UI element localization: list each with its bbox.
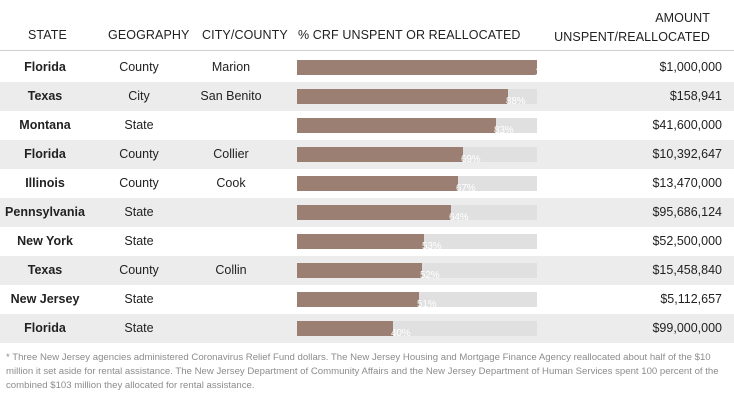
cell-geography: State bbox=[124, 292, 154, 306]
bar-value-label: 69% bbox=[461, 154, 481, 165]
table-row: Texas County Collin 52% $15,458,840 bbox=[0, 256, 734, 285]
cell-geography: State bbox=[124, 321, 154, 335]
bar-track: 52% bbox=[297, 263, 537, 281]
cell-amount: $5,112,657 bbox=[660, 292, 722, 306]
bar-value-label: 64% bbox=[449, 212, 469, 223]
cell-state: Texas bbox=[27, 89, 63, 103]
cell-state: New York bbox=[17, 234, 73, 248]
table-row: Pennsylvania State 64% $95,686,124 bbox=[0, 198, 734, 227]
cell-state: Florida bbox=[24, 321, 66, 335]
bar-track: 69% bbox=[297, 147, 537, 165]
bar-fill bbox=[297, 321, 393, 336]
bar-fill bbox=[297, 234, 424, 249]
bar-value-label: 83% bbox=[494, 125, 514, 136]
cell-geography: State bbox=[124, 234, 154, 248]
bar-track: 88% bbox=[297, 89, 537, 107]
bar-track: 51% bbox=[297, 292, 537, 310]
cell-amount: $13,470,000 bbox=[652, 176, 722, 190]
header-state: STATE bbox=[28, 28, 67, 42]
bar-fill bbox=[297, 292, 419, 307]
cell-amount: $52,500,000 bbox=[652, 234, 722, 248]
bar-value-label: 88% bbox=[506, 96, 526, 107]
cell-amount: $41,600,000 bbox=[652, 118, 722, 132]
cell-state: New Jersey bbox=[10, 292, 80, 306]
header-geography: GEOGRAPHY bbox=[108, 28, 190, 42]
cell-amount: $15,458,840 bbox=[652, 263, 722, 277]
cell-amount: $99,000,000 bbox=[652, 321, 722, 335]
cell-city-county: Marion bbox=[211, 60, 251, 74]
table-row: Montana State 83% $41,600,000 bbox=[0, 111, 734, 140]
cell-amount: $1,000,000 bbox=[659, 60, 722, 74]
bar-fill bbox=[297, 176, 458, 191]
table-row: Florida State 40% $99,000,000 bbox=[0, 314, 734, 343]
bar-value-label: 67% bbox=[456, 183, 476, 194]
cell-geography: State bbox=[124, 205, 154, 219]
cell-state: Texas bbox=[27, 263, 63, 277]
cell-amount: $158,941 bbox=[669, 89, 722, 103]
bar-fill bbox=[297, 60, 537, 75]
cell-state: Florida bbox=[24, 60, 66, 74]
cell-state: Pennsylvania bbox=[5, 205, 85, 219]
bar-value-label: 40% bbox=[391, 328, 411, 339]
cell-geography: City bbox=[128, 89, 150, 103]
header-percent: % CRF UNSPENT OR REALLOCATED bbox=[298, 28, 521, 42]
bar-track: 67% bbox=[297, 176, 537, 194]
bar-fill bbox=[297, 118, 496, 133]
cell-geography: State bbox=[124, 118, 154, 132]
header-amount: AMOUNT UNSPENT/REALLOCATED bbox=[554, 11, 710, 44]
cell-geography: County bbox=[119, 176, 159, 190]
bar-value-label: 51% bbox=[417, 299, 437, 310]
cell-geography: County bbox=[119, 147, 159, 161]
cell-city-county: San Benito bbox=[200, 89, 262, 103]
cell-geography: County bbox=[119, 60, 159, 74]
cell-state: Illinois bbox=[25, 176, 65, 190]
footnote: * Three New Jersey agencies administered… bbox=[6, 352, 719, 391]
cell-amount: $95,686,124 bbox=[652, 205, 722, 219]
cell-city-county: Cook bbox=[216, 176, 246, 190]
cell-city-county: Collin bbox=[215, 263, 247, 277]
table-header: STATE GEOGRAPHY CITY/COUNTY % CRF UNSPEN… bbox=[0, 0, 734, 51]
table-row: New Jersey State 51% $5,112,657 bbox=[0, 285, 734, 314]
bar-track: 40% bbox=[297, 321, 537, 339]
table-row: Illinois County Cook 67% $13,470,000 bbox=[0, 169, 734, 198]
cell-state: Montana bbox=[19, 118, 71, 132]
cell-geography: County bbox=[119, 263, 159, 277]
header-city-county: CITY/COUNTY bbox=[202, 28, 288, 42]
bar-fill bbox=[297, 147, 463, 162]
bar-value-label: 53% bbox=[422, 241, 442, 252]
bar-value-label: 52% bbox=[420, 270, 440, 281]
cell-amount: $10,392,647 bbox=[652, 147, 722, 161]
bar-track: 100% bbox=[297, 60, 560, 78]
cell-state: Florida bbox=[24, 147, 66, 161]
bar-value-label: 100% bbox=[535, 67, 560, 78]
bar-fill bbox=[297, 205, 451, 220]
table-row: Texas City San Benito 88% $158,941 bbox=[0, 82, 734, 111]
bar-fill bbox=[297, 263, 422, 278]
table-row: Florida County Collier 69% $10,392,647 bbox=[0, 140, 734, 169]
bar-track: 64% bbox=[297, 205, 537, 223]
table-row: New York State 53% $52,500,000 bbox=[0, 227, 734, 256]
table-row: Florida County Marion 100% $1,000,000 bbox=[0, 53, 734, 82]
bar-track: 53% bbox=[297, 234, 537, 252]
cell-city-county: Collier bbox=[213, 147, 249, 161]
bar-track: 83% bbox=[297, 118, 537, 136]
bar-fill bbox=[297, 89, 508, 104]
